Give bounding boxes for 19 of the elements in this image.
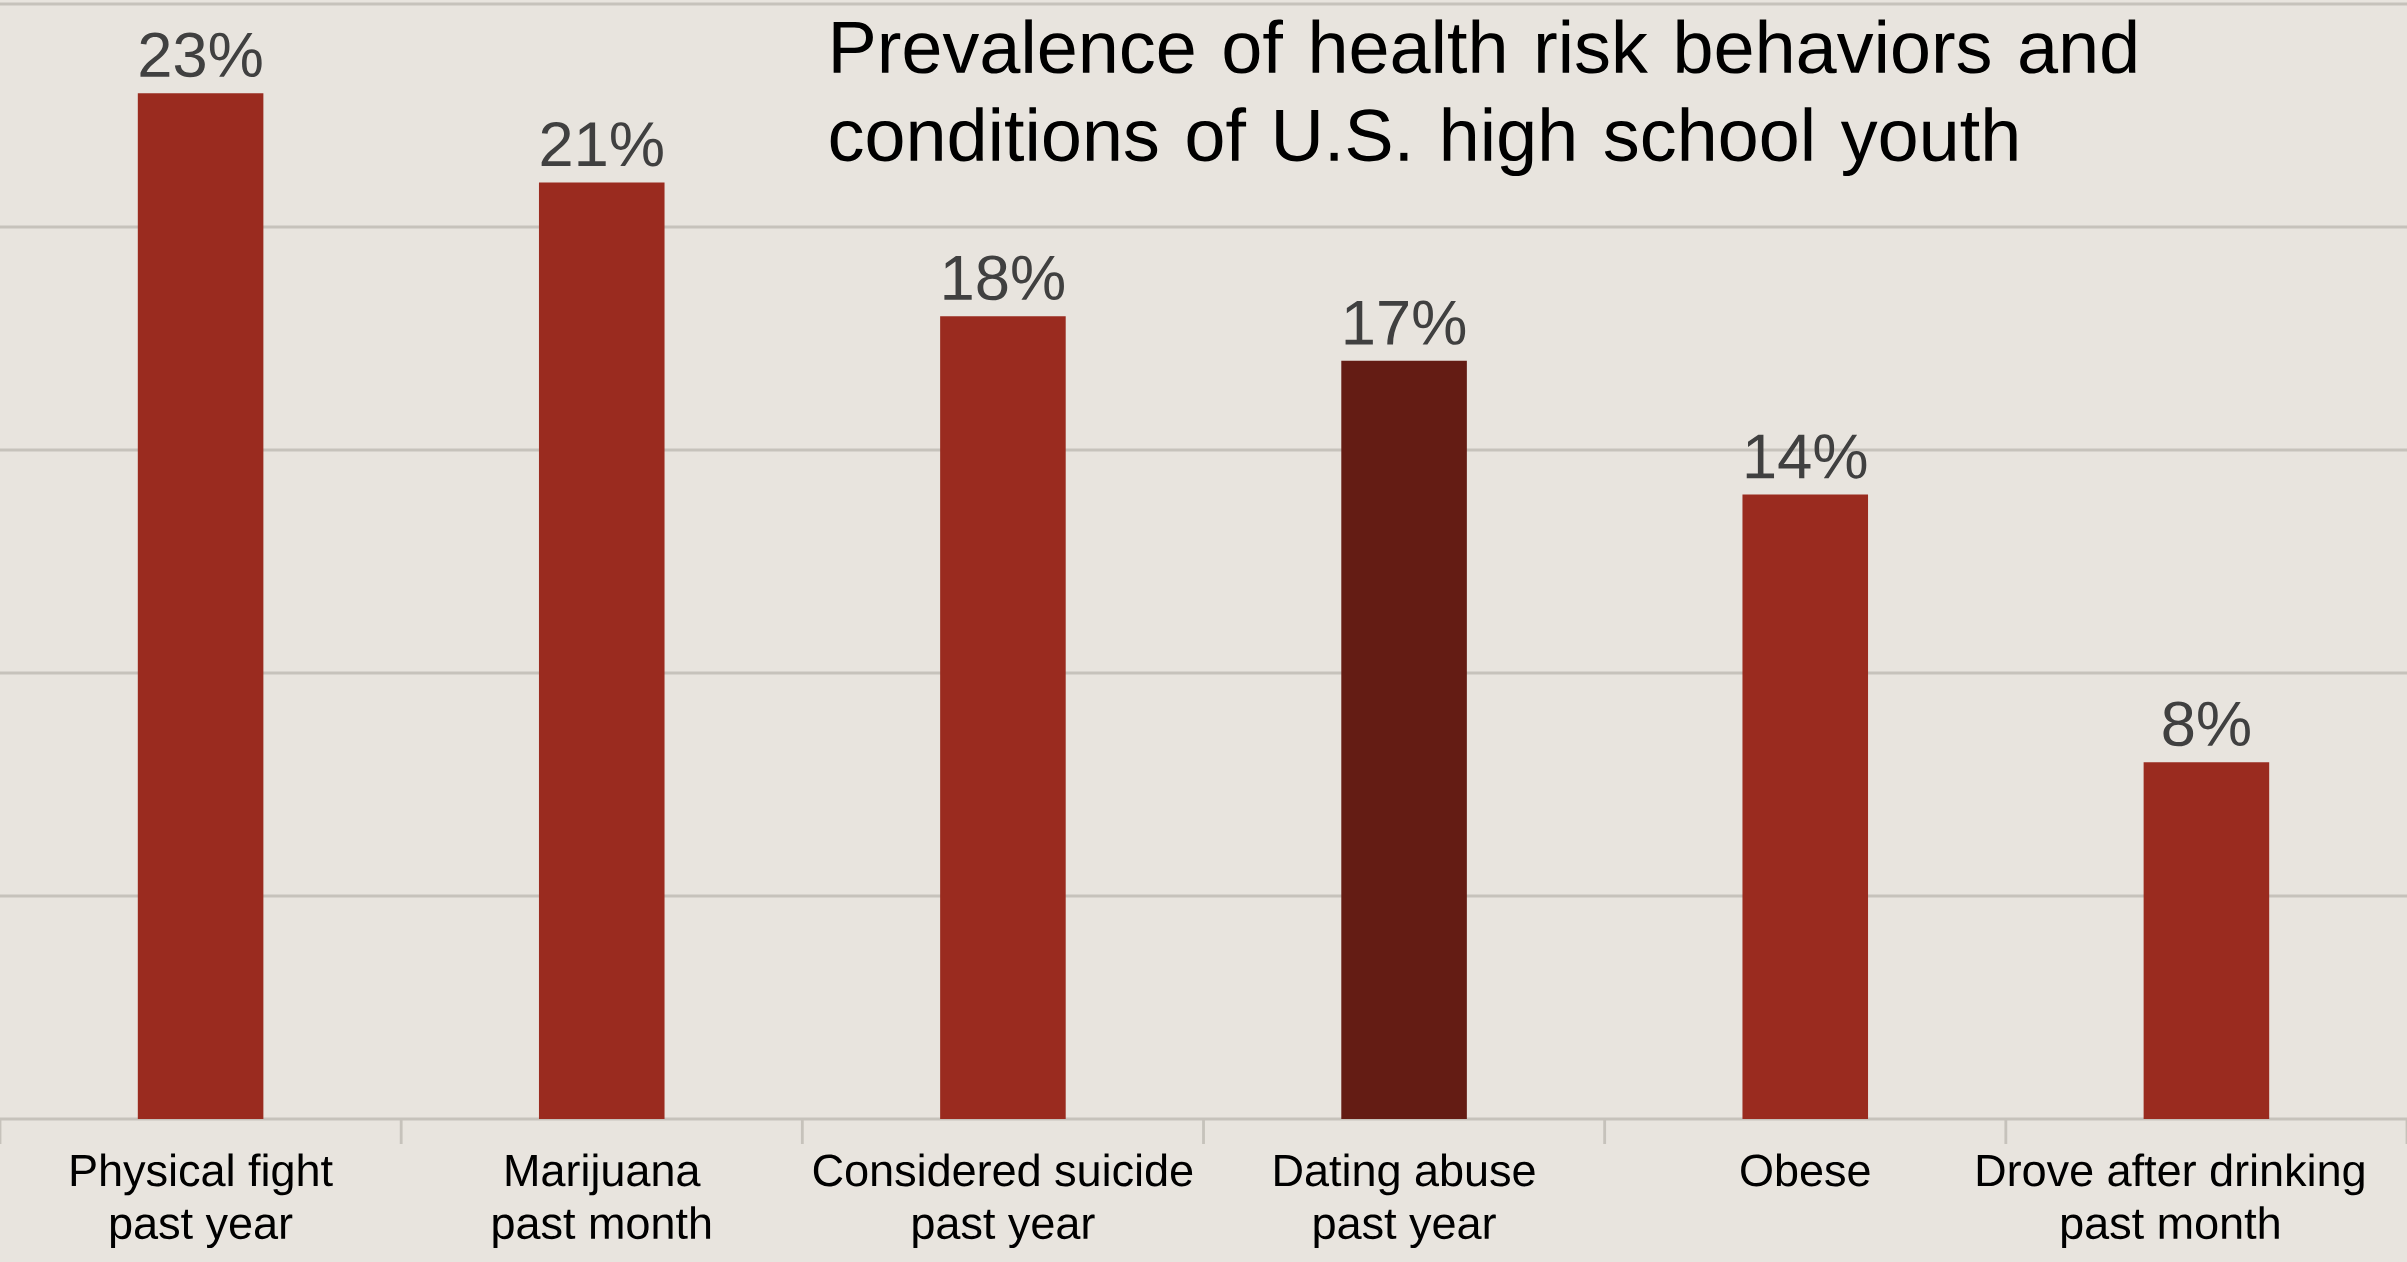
bar bbox=[538, 182, 665, 1119]
bar bbox=[1742, 494, 1869, 1119]
data-label: 18% bbox=[944, 255, 1064, 301]
x-tick-label: Marijuana past month bbox=[493, 1153, 711, 1249]
data-label: 14% bbox=[1746, 434, 1867, 479]
x-tick-label: Considered suicide past year bbox=[813, 1153, 1193, 1249]
x-tick-label: Dating abuse past year bbox=[1275, 1153, 1535, 1249]
bar bbox=[1341, 360, 1467, 1119]
x-tick-label: Physical fight past year bbox=[71, 1153, 333, 1249]
data-label: 21% bbox=[541, 121, 663, 167]
bar bbox=[940, 316, 1066, 1119]
text: Prevalence of health risk behaviors and conditions of U.S. high school youth bbox=[830, 19, 2136, 177]
bar bbox=[137, 93, 264, 1119]
data-label: 8% bbox=[2163, 701, 2250, 747]
data-label: 23% bbox=[140, 32, 262, 78]
data-label: 17% bbox=[1345, 300, 1466, 345]
bar bbox=[2143, 762, 2270, 1119]
x-tick-label: Obese bbox=[1741, 1153, 1870, 1187]
x-tick-label: Drove after drinking past month bbox=[1977, 1153, 2364, 1249]
